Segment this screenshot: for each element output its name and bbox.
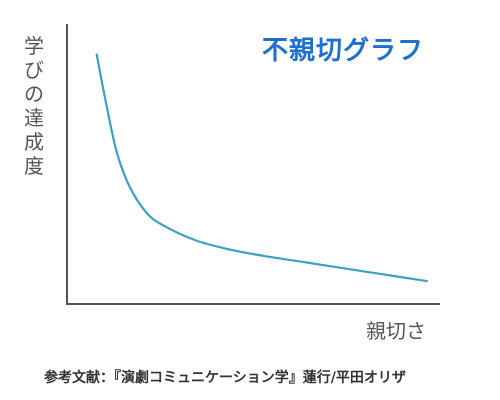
data-points bbox=[95, 53, 429, 284]
data-point-13 bbox=[425, 279, 429, 283]
data-point-8 bbox=[260, 254, 264, 258]
data-point-9 bbox=[293, 259, 297, 263]
data-point-2 bbox=[115, 149, 119, 153]
data-point-3 bbox=[128, 185, 132, 189]
x-axis-label: 親切さ bbox=[366, 319, 426, 343]
data-point-11 bbox=[359, 269, 363, 273]
data-point-5 bbox=[161, 223, 165, 227]
data-point-4 bbox=[144, 210, 148, 214]
series-line bbox=[95, 53, 428, 283]
data-point-6 bbox=[194, 238, 198, 242]
data-point-7 bbox=[227, 247, 231, 251]
data-point-10 bbox=[326, 264, 330, 268]
y-axis-label: 学 び の 達 成 度 bbox=[24, 34, 44, 178]
data-point-12 bbox=[392, 274, 396, 278]
chart-title: 不親切グラフ bbox=[262, 36, 425, 66]
data-point-0 bbox=[95, 53, 99, 57]
source-note: 参考文献：『演劇コミュニケーション学』蓮行/平田オリザ bbox=[44, 370, 406, 386]
data-point-1 bbox=[103, 96, 107, 100]
